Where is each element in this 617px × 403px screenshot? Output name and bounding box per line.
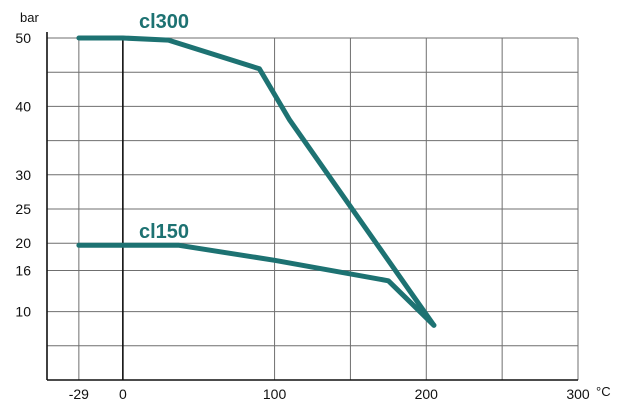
y-tick-label: 10 <box>15 304 31 320</box>
x-tick-label: 300 <box>566 386 590 402</box>
y-tick-label: 50 <box>15 30 31 46</box>
series-label-cl150: cl150 <box>139 221 189 243</box>
series-line-cl150 <box>76 242 437 328</box>
x-tick-label: -29 <box>69 386 89 402</box>
y-tick-label: 20 <box>15 235 31 251</box>
y-tick-label: 40 <box>15 98 31 114</box>
y-tick-label: 30 <box>15 167 31 183</box>
x-tick-label: 200 <box>415 386 439 402</box>
series-line-cl300 <box>76 35 437 328</box>
grid-lines <box>47 37 579 380</box>
x-axis-unit-label: °C <box>596 384 611 399</box>
x-tick-label: 0 <box>119 386 127 402</box>
series-lines <box>76 35 437 328</box>
series-label-cl300: cl300 <box>139 11 189 33</box>
y-tick-label: 16 <box>15 263 31 279</box>
tick-labels: 10 16 20 25 30 40 50 -29 0 100 200 300 <box>15 30 589 402</box>
y-tick-label: 25 <box>15 201 31 217</box>
x-tick-label: 100 <box>263 386 287 402</box>
y-axis-unit-label: bar <box>20 10 39 25</box>
axes <box>46 32 578 381</box>
